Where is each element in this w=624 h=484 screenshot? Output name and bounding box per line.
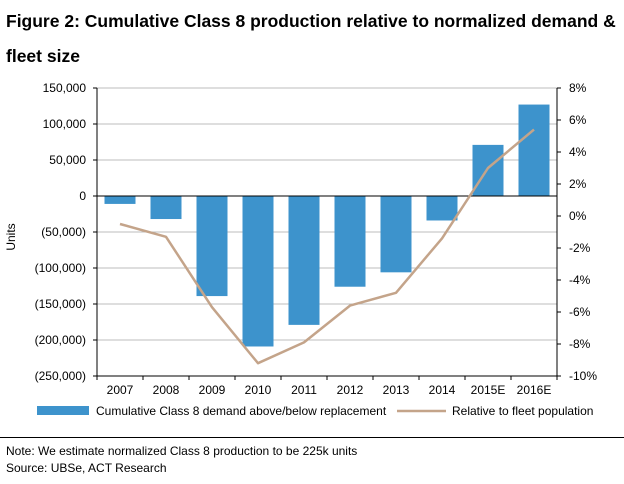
bar [288,196,320,325]
fleet-line [119,128,535,365]
bar [518,104,550,196]
x-tick-label: 2008 [153,383,180,397]
bar [104,196,136,204]
legend-label-line: Relative to fleet population [452,404,593,418]
fleet-population-line [119,128,535,365]
bar [426,196,458,221]
y-right-tick-label: -8% [569,337,591,351]
y-right-tick-label: 8% [569,81,587,95]
bar [242,196,274,347]
legend-label-bar: Cumulative Class 8 demand above/below re… [96,404,387,418]
x-tick-label: 2012 [337,383,364,397]
bar [196,196,228,297]
x-tick-label: 2009 [199,383,226,397]
legend: Cumulative Class 8 demand above/below re… [37,404,593,418]
y-right-tick-label: 4% [569,145,587,159]
y-right-tick-label: -10% [569,369,597,383]
y-axis-label: Units [4,223,18,250]
y-left-tick-label: (50,000) [41,225,86,239]
bar [150,196,182,220]
x-tick-label: 2016E [517,383,552,397]
x-tick-label: 2010 [245,383,272,397]
x-tick-label: 2013 [383,383,410,397]
y-right-tick-label: 2% [569,177,587,191]
y-left-tick-label: (150,000) [35,297,86,311]
gridlines [97,87,557,377]
y-right-tick-label: -2% [569,241,591,255]
y-left-tick-label: 150,000 [43,81,87,95]
x-tick-label: 2014 [429,383,456,397]
source-note: Source: UBSe, ACT Research [6,461,167,475]
legend-swatch-bar [37,406,89,415]
y-right-tick-label: -6% [569,305,591,319]
bar [380,196,412,273]
bars [104,104,550,347]
x-tick-label: 2011 [291,383,317,397]
y-right-tick-label: 0% [569,209,587,223]
bar [472,144,504,196]
y-left-tick-label: (100,000) [35,261,86,275]
y-left-tick-label: (200,000) [35,333,86,347]
footer-divider [0,437,624,438]
y-left-tick-label: (250,000) [35,369,86,383]
chart: 150,000 100,000 50,000 0 (50,000) (100,000) (1… [4,81,598,418]
y-left-tick-label: 50,000 [49,153,86,167]
y-left-tick-label: 0 [79,189,86,203]
axes [93,87,561,380]
y-right-tick-label: 6% [569,113,587,127]
chart-title: Figure 2: Cumulative Class 8 production … [6,11,616,66]
bar [334,196,366,287]
tick-labels: 150,000 100,000 50,000 0 (50,000) (100,000) (1… [35,81,598,397]
y-right-tick-label: -4% [569,273,591,287]
footnote: Note: We estimate normalized Class 8 pro… [6,444,358,458]
x-tick-label: 2007 [107,383,134,397]
y-left-tick-label: 100,000 [43,117,87,131]
x-tick-label: 2015E [471,383,506,397]
